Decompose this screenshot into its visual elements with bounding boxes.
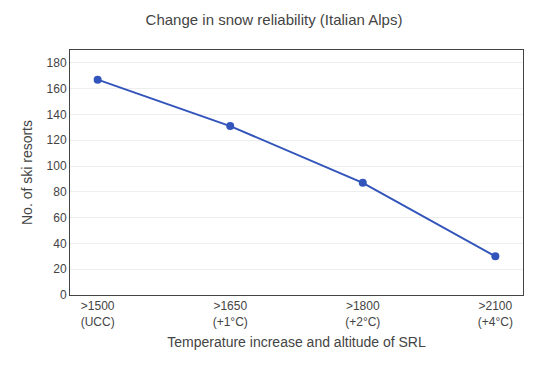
svg-text:60: 60	[53, 211, 67, 225]
svg-text:>1500(UCC): >1500(UCC)	[81, 299, 115, 329]
svg-text:140: 140	[47, 108, 67, 122]
svg-text:Change in snow reliability (It: Change in snow reliability (Italian Alps…	[146, 11, 403, 28]
svg-text:40: 40	[53, 237, 67, 251]
svg-text:>1800(+2°C): >1800(+2°C)	[345, 299, 380, 329]
svg-text:100: 100	[47, 159, 67, 173]
svg-text:Temperature increase and altit: Temperature increase and altitude of SRL	[167, 334, 426, 350]
svg-text:180: 180	[47, 56, 67, 70]
svg-text:120: 120	[47, 133, 67, 147]
svg-text:>2100(+4°C): >2100(+4°C)	[478, 299, 513, 329]
svg-text:20: 20	[53, 262, 67, 276]
svg-text:160: 160	[47, 82, 67, 96]
svg-text:>1650(+1°C): >1650(+1°C)	[213, 299, 248, 329]
svg-text:No. of ski resorts: No. of ski resorts	[19, 120, 35, 225]
svg-text:0: 0	[60, 288, 67, 302]
svg-text:80: 80	[53, 185, 67, 199]
